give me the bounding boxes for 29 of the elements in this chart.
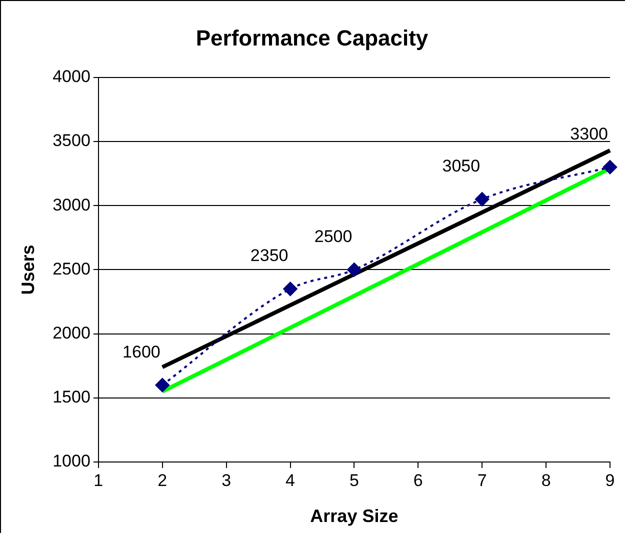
y-tick-label: 3500 [52, 131, 90, 150]
x-tick-label: 7 [477, 470, 487, 490]
y-tick-label: 2500 [52, 259, 90, 278]
data-label: 1600 [122, 342, 160, 362]
data-label: 2500 [314, 226, 352, 246]
x-tick-label: 2 [158, 470, 168, 490]
data-label: 3300 [570, 124, 608, 144]
x-tick-label: 9 [605, 470, 615, 490]
x-tick-label: 3 [222, 470, 232, 490]
x-tick-label: 1 [94, 470, 104, 490]
x-axis-title: Array Size [310, 506, 398, 526]
y-tick-label: 1500 [52, 388, 90, 407]
x-tick-label: 4 [286, 470, 295, 490]
point [603, 160, 617, 174]
y-tick-label: 4000 [52, 67, 90, 86]
point [347, 262, 362, 277]
point [283, 282, 298, 296]
point [155, 378, 170, 392]
y-tick-label: 1000 [52, 452, 90, 471]
x-tick-label: 8 [541, 470, 551, 490]
point [475, 192, 490, 206]
x-tick-label: 6 [413, 470, 423, 490]
y-tick-label: 2000 [52, 323, 90, 342]
y-axis-title: Users [18, 244, 38, 295]
y-tick-label: 3000 [52, 195, 90, 214]
data-label: 3050 [442, 156, 480, 176]
data-label: 2350 [250, 246, 288, 266]
x-tick-label: 5 [349, 470, 359, 490]
chart-title: Performance Capacity [196, 25, 429, 50]
